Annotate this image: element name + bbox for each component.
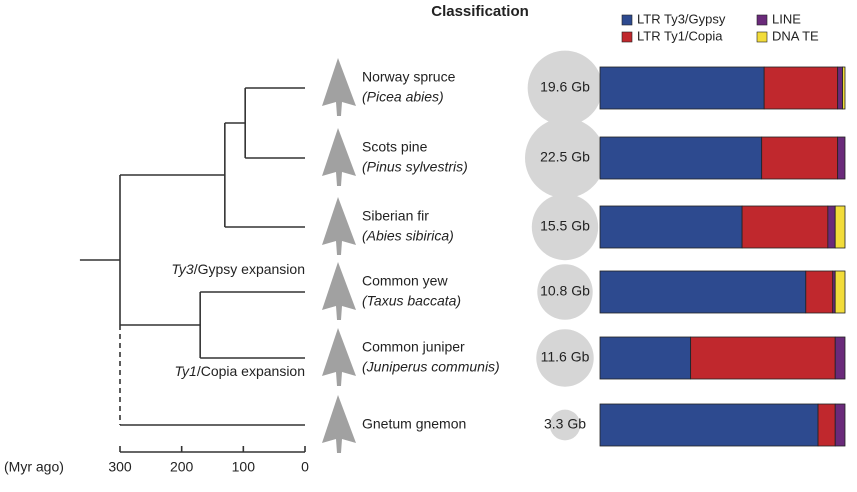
annotation: Ty1/Copia expansion [175, 363, 306, 379]
tree-icon [322, 128, 356, 186]
legend-label: LINE [772, 11, 801, 26]
bar-segment [842, 66, 846, 110]
x-axis-label: (Myr ago) [4, 459, 64, 475]
genome-bubble [537, 264, 593, 320]
genome-label: 22.5 Gb [540, 149, 590, 165]
bar-segment [837, 136, 846, 180]
chart-title: Classification [431, 3, 529, 20]
bar-segment [805, 270, 834, 314]
tree-icon [322, 197, 356, 255]
genome-label: 3.3 Gb [544, 416, 586, 432]
legend-swatch [621, 14, 633, 26]
tree-icon [322, 328, 356, 386]
bar-segment [834, 336, 846, 380]
legend-label: LTR Ty1/Copia [637, 28, 723, 43]
x-tick-label: 300 [108, 459, 132, 475]
bar-segment [599, 136, 763, 180]
genome-bubble [525, 118, 605, 198]
tree-icon [322, 395, 356, 453]
bar-segment [827, 205, 836, 249]
species-name: Gnetum gnemon [362, 416, 466, 432]
tree-icon [322, 262, 356, 320]
bar-segment [599, 336, 692, 380]
genome-bubble [549, 409, 581, 441]
legend-swatch [621, 31, 633, 43]
tree-icon [322, 58, 356, 116]
legend-swatch [756, 14, 768, 26]
bar-segment [599, 205, 743, 249]
annotation: Ty3/Gypsy expansion [171, 261, 305, 277]
species-latin: (Juniperus communis) [362, 359, 500, 375]
bar-segment [834, 205, 846, 249]
species-name: Norway spruce [362, 69, 456, 85]
bar-segment [834, 270, 846, 314]
species-latin: (Taxus baccata) [362, 293, 461, 309]
genome-bubble [536, 329, 594, 387]
annotation-italic: Ty1 [175, 363, 197, 379]
genome-bubble [527, 50, 603, 126]
annotation-text: /Gypsy expansion [194, 261, 305, 277]
genome-bubble [531, 193, 599, 261]
legend-swatch [756, 31, 768, 43]
bar-segment [834, 403, 846, 447]
x-tick-label: 100 [232, 459, 256, 475]
species-name: Common yew [362, 273, 448, 289]
genome-label: 10.8 Gb [540, 283, 590, 299]
genome-label: 11.6 Gb [541, 349, 590, 365]
species-name: Siberian fir [362, 208, 429, 224]
legend-label: LTR Ty3/Gypsy [637, 11, 726, 26]
species-latin: (Pinus sylvestris) [362, 159, 468, 175]
bar-segment [837, 66, 843, 110]
species-name: Scots pine [362, 139, 428, 155]
genome-label: 15.5 Gb [540, 218, 590, 234]
x-tick-label: 200 [170, 459, 194, 475]
bar-segment [599, 66, 765, 110]
bar-segment [763, 66, 839, 110]
bar-segment [599, 270, 807, 314]
bar-segment [761, 136, 839, 180]
bar-segment [690, 336, 836, 380]
bar-segment [599, 403, 819, 447]
bar-segment [741, 205, 829, 249]
species-latin: (Picea abies) [362, 89, 444, 105]
x-tick-label: 0 [301, 459, 309, 475]
annotation-text: /Copia expansion [197, 363, 305, 379]
legend-label: DNA TE [772, 28, 819, 43]
genome-label: 19.6 Gb [540, 79, 590, 95]
species-latin: (Abies sibirica) [362, 228, 454, 244]
species-name: Common juniper [362, 339, 465, 355]
annotation-italic: Ty3 [171, 261, 194, 277]
bar-segment [817, 403, 836, 447]
